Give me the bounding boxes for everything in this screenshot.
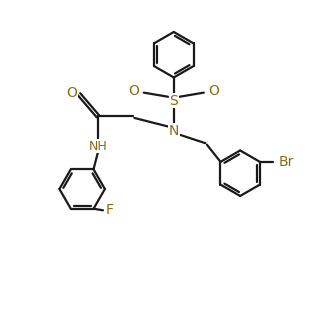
Text: F: F: [106, 203, 113, 217]
Text: O: O: [67, 86, 77, 100]
Text: N: N: [169, 124, 179, 138]
Text: S: S: [169, 93, 178, 107]
Text: O: O: [128, 84, 139, 98]
Text: Br: Br: [279, 155, 294, 169]
Text: NH: NH: [88, 140, 107, 153]
Text: O: O: [209, 84, 219, 98]
